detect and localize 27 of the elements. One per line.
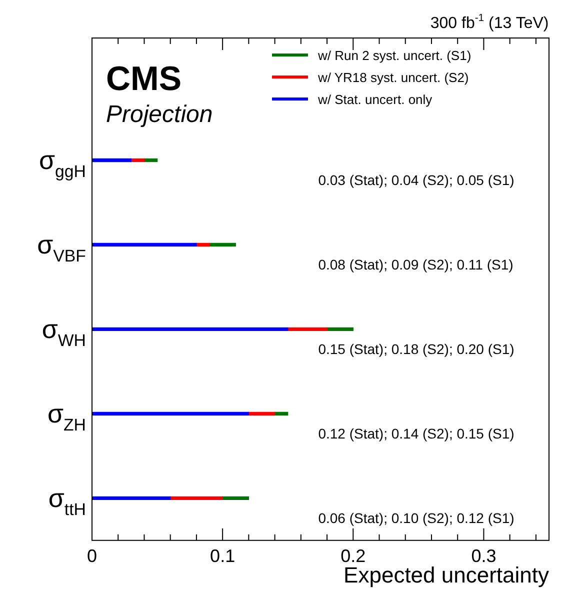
bar: [92, 412, 250, 416]
annotation: 0.08 (Stat); 0.09 (S2); 0.11 (S1): [318, 256, 514, 273]
legend-label: w/ Stat. uncert. only: [317, 92, 433, 107]
annotation: 0.03 (Stat); 0.04 (S2); 0.05 (S1): [318, 172, 514, 188]
bar: [92, 158, 132, 162]
bar: [92, 496, 171, 500]
bar: [288, 327, 328, 332]
bar: [130, 158, 145, 162]
bar: [144, 158, 158, 162]
bar: [326, 327, 354, 332]
annotation: Projection: [106, 101, 213, 128]
x-tick-label: 0: [86, 546, 98, 566]
text: CMS: [106, 60, 182, 98]
annotation: 0.15 (Stat); 0.18 (S2); 0.20 (S1): [318, 341, 514, 358]
legend-label: w/ Run 2 syst. uncert. (S1): [317, 48, 472, 63]
annotation: 0.12 (Stat); 0.14 (S2); 0.15 (S1): [318, 426, 514, 442]
bar: [274, 412, 288, 416]
legend-label: w/ YR18 syst. uncert. (S2): [317, 70, 469, 85]
bar: [92, 327, 288, 332]
x-tick-label: 0.1: [210, 546, 236, 566]
annotation: 0.06 (Stat); 0.10 (S2); 0.12 (S1): [318, 510, 514, 526]
bar: [196, 242, 210, 247]
bar: [92, 242, 197, 247]
bar: [209, 242, 236, 247]
bar: [248, 412, 276, 416]
bar: [170, 496, 223, 500]
bar: [222, 496, 250, 500]
